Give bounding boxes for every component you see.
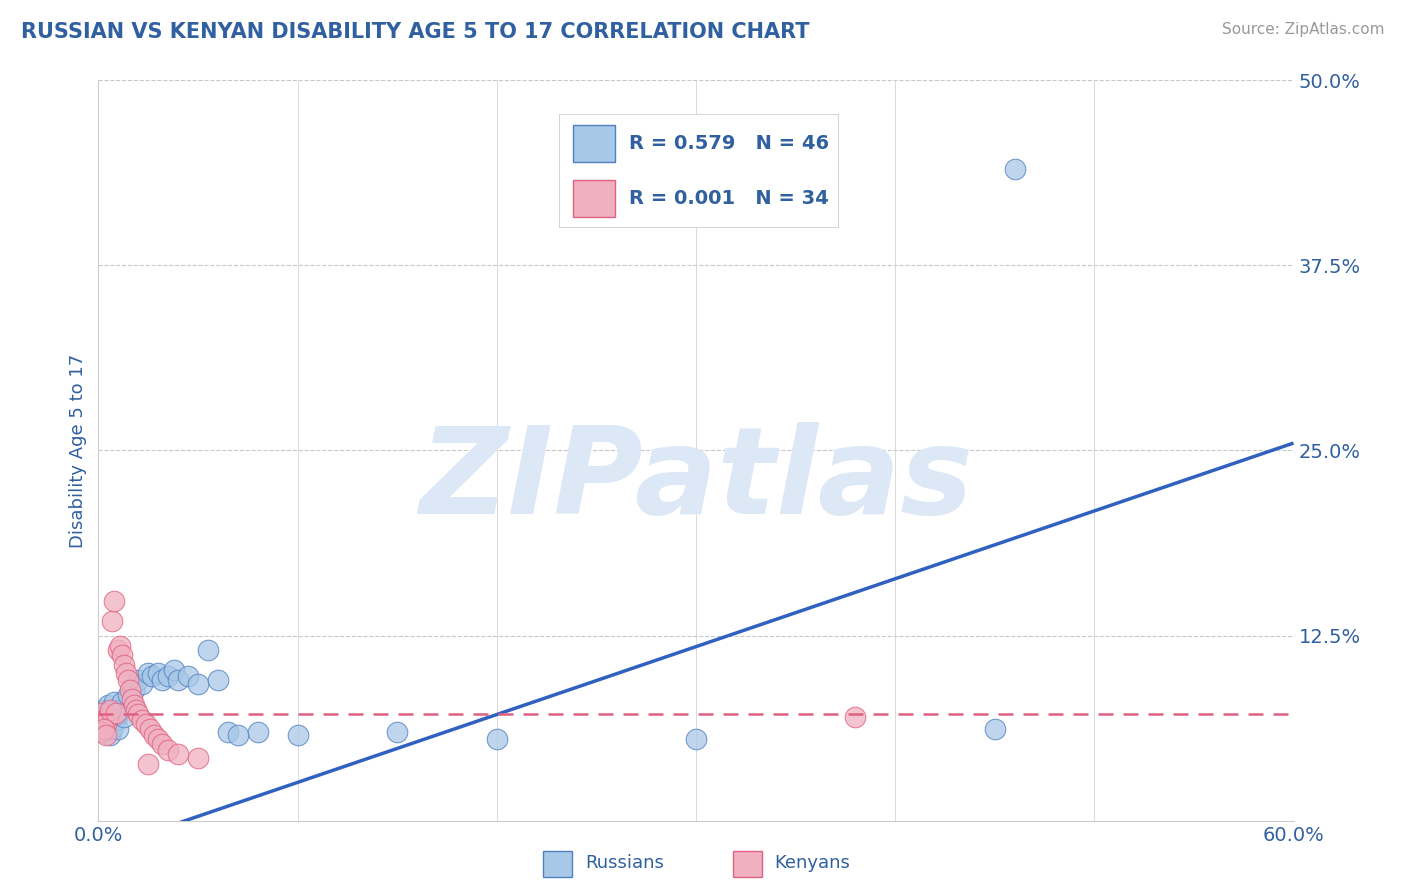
Point	[91, 717, 114, 731]
Text: RUSSIAN VS KENYAN DISABILITY AGE 5 TO 17 CORRELATION CHART: RUSSIAN VS KENYAN DISABILITY AGE 5 TO 17…	[21, 22, 810, 42]
Point	[207, 673, 229, 687]
Point	[110, 703, 132, 717]
Text: ZIPatlas: ZIPatlas	[419, 422, 973, 539]
Point	[89, 713, 111, 727]
Point	[246, 724, 269, 739]
Point	[217, 724, 239, 739]
Point	[93, 703, 115, 717]
Point	[1004, 162, 1026, 177]
Point	[131, 713, 153, 727]
Point	[107, 643, 129, 657]
Point	[163, 663, 186, 677]
Point	[103, 594, 125, 608]
Point	[150, 673, 173, 687]
Point	[125, 703, 148, 717]
FancyBboxPatch shape	[733, 851, 762, 877]
Point	[187, 677, 209, 691]
Point	[157, 668, 180, 682]
Point	[97, 698, 120, 713]
Point	[89, 713, 111, 727]
Point	[96, 717, 118, 731]
Point	[124, 683, 146, 698]
Point	[91, 706, 114, 720]
Y-axis label: Disability Age 5 to 17: Disability Age 5 to 17	[69, 353, 87, 548]
Point	[120, 683, 142, 698]
Point	[121, 692, 143, 706]
Point	[136, 757, 159, 772]
Point	[127, 706, 149, 721]
Point	[226, 728, 249, 742]
Point	[101, 722, 124, 736]
Point	[103, 695, 125, 709]
Text: Russians: Russians	[585, 854, 664, 872]
Point	[110, 639, 132, 653]
Point	[287, 728, 309, 742]
Point	[127, 673, 149, 687]
Text: Source: ZipAtlas.com: Source: ZipAtlas.com	[1222, 22, 1385, 37]
Point	[141, 668, 163, 682]
Point	[157, 742, 180, 756]
Point	[105, 713, 128, 727]
Point	[93, 722, 115, 736]
Point	[485, 732, 508, 747]
Point	[167, 673, 190, 687]
Point	[167, 747, 190, 761]
Point	[150, 737, 173, 751]
Point	[107, 706, 129, 721]
Point	[121, 681, 143, 695]
Point	[101, 703, 124, 717]
Point	[96, 728, 118, 742]
Point	[984, 722, 1007, 736]
Point	[105, 706, 128, 720]
Point	[136, 665, 159, 680]
Point	[96, 706, 118, 721]
Point	[91, 724, 114, 739]
Point	[143, 728, 166, 742]
Point	[97, 717, 120, 731]
Point	[97, 710, 120, 724]
Point	[177, 668, 200, 682]
Point	[124, 698, 146, 713]
Point	[112, 710, 135, 724]
Point	[111, 695, 134, 709]
Point	[117, 688, 139, 702]
Point	[117, 673, 139, 687]
Point	[98, 728, 122, 742]
Point	[96, 713, 118, 727]
Point	[115, 665, 138, 680]
Point	[93, 710, 115, 724]
Point	[112, 658, 135, 673]
Point	[101, 614, 124, 628]
Point	[107, 722, 129, 736]
Point	[385, 724, 409, 739]
Point	[98, 703, 122, 717]
Point	[139, 722, 162, 736]
Point	[844, 710, 866, 724]
Point	[148, 665, 170, 680]
Point	[131, 677, 153, 691]
Point	[135, 717, 157, 731]
Point	[98, 706, 122, 721]
Point	[111, 648, 134, 662]
Text: Kenyans: Kenyans	[775, 854, 851, 872]
FancyBboxPatch shape	[543, 851, 572, 877]
Point	[148, 732, 170, 747]
Point	[197, 643, 219, 657]
Point	[103, 710, 125, 724]
Point	[685, 732, 707, 747]
Point	[187, 751, 209, 765]
Point	[93, 713, 115, 727]
Point	[91, 706, 114, 720]
